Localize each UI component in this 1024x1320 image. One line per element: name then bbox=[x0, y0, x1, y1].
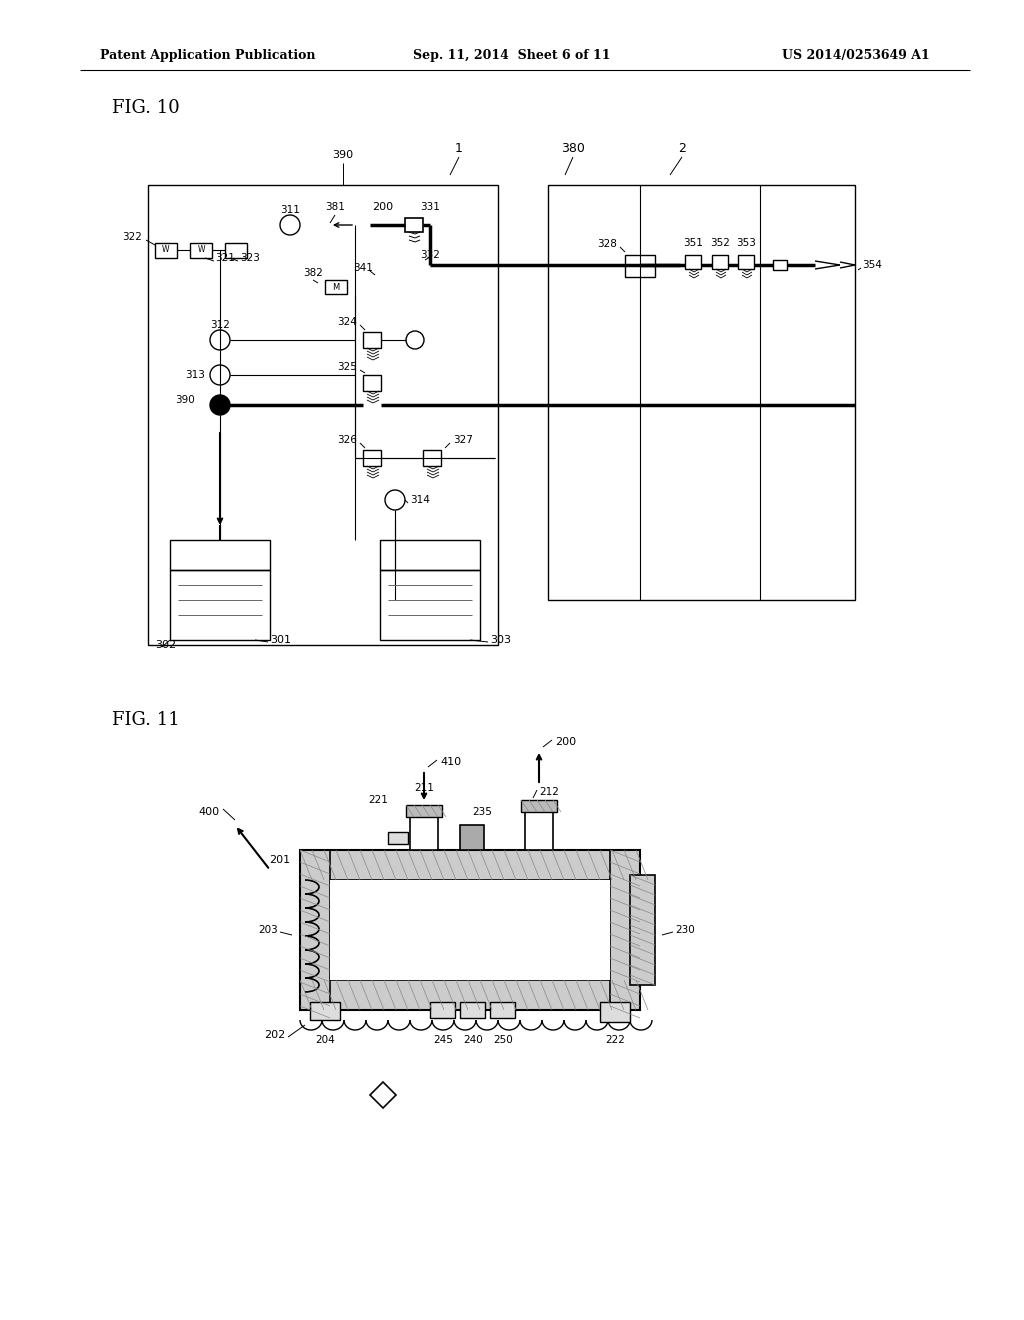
Bar bbox=[362, 375, 381, 391]
Bar bbox=[423, 450, 441, 466]
Bar bbox=[460, 1002, 485, 1018]
Text: 212: 212 bbox=[539, 787, 559, 797]
Polygon shape bbox=[370, 1082, 396, 1107]
Bar bbox=[300, 850, 640, 880]
Text: 382: 382 bbox=[303, 268, 323, 279]
Bar bbox=[380, 570, 480, 640]
Bar bbox=[170, 540, 270, 570]
Text: 201: 201 bbox=[269, 855, 290, 865]
Text: 331: 331 bbox=[420, 202, 440, 213]
Text: 200: 200 bbox=[373, 202, 393, 213]
Text: M: M bbox=[333, 282, 340, 292]
Text: 312: 312 bbox=[210, 319, 230, 330]
Text: 235: 235 bbox=[472, 807, 492, 817]
Text: 321: 321 bbox=[215, 253, 234, 263]
Text: Sep. 11, 2014  Sheet 6 of 11: Sep. 11, 2014 Sheet 6 of 11 bbox=[414, 49, 610, 62]
Bar bbox=[362, 450, 381, 466]
Bar bbox=[155, 243, 177, 257]
Bar bbox=[625, 255, 655, 277]
Text: 380: 380 bbox=[561, 141, 585, 154]
Bar bbox=[300, 850, 640, 1010]
Text: 354: 354 bbox=[862, 260, 882, 271]
Bar bbox=[490, 1002, 515, 1018]
Text: 328: 328 bbox=[597, 239, 617, 249]
Text: 314: 314 bbox=[410, 495, 430, 506]
Text: 2: 2 bbox=[678, 141, 686, 154]
Text: 327: 327 bbox=[453, 436, 473, 445]
Text: 332: 332 bbox=[420, 249, 440, 260]
Bar bbox=[406, 218, 423, 232]
Bar bbox=[610, 850, 640, 1010]
Bar bbox=[148, 185, 498, 645]
Text: 390: 390 bbox=[333, 150, 353, 160]
Text: W: W bbox=[198, 246, 205, 255]
Text: Patent Application Publication: Patent Application Publication bbox=[100, 49, 315, 62]
Text: 221: 221 bbox=[368, 795, 388, 805]
Bar bbox=[600, 1002, 630, 1022]
Text: 202: 202 bbox=[264, 1030, 285, 1040]
Bar bbox=[430, 1002, 455, 1018]
Bar bbox=[738, 255, 754, 269]
Text: 353: 353 bbox=[736, 238, 756, 248]
Text: 245: 245 bbox=[433, 1035, 453, 1045]
Bar bbox=[388, 832, 408, 843]
Bar bbox=[325, 280, 347, 294]
Text: 351: 351 bbox=[683, 238, 702, 248]
Bar bbox=[300, 979, 640, 1010]
Bar bbox=[410, 814, 438, 850]
Text: 222: 222 bbox=[605, 1035, 625, 1045]
Bar bbox=[630, 875, 655, 985]
Text: 324: 324 bbox=[337, 317, 357, 327]
Text: 204: 204 bbox=[315, 1035, 335, 1045]
Text: US 2014/0253649 A1: US 2014/0253649 A1 bbox=[782, 49, 930, 62]
Text: 322: 322 bbox=[122, 232, 142, 242]
Bar bbox=[330, 880, 610, 979]
Text: 200: 200 bbox=[555, 737, 577, 747]
Text: 341: 341 bbox=[353, 263, 373, 273]
Text: 313: 313 bbox=[185, 370, 205, 380]
Bar bbox=[773, 260, 787, 271]
Bar bbox=[362, 333, 381, 348]
Text: 240: 240 bbox=[463, 1035, 483, 1045]
Text: FIG. 10: FIG. 10 bbox=[112, 99, 180, 117]
Bar bbox=[170, 570, 270, 640]
Text: FIG. 11: FIG. 11 bbox=[112, 711, 180, 729]
Text: 410: 410 bbox=[440, 756, 461, 767]
Text: 323: 323 bbox=[240, 253, 260, 263]
Text: 250: 250 bbox=[494, 1035, 513, 1045]
Bar bbox=[685, 255, 701, 269]
Bar bbox=[548, 185, 855, 601]
Text: 400: 400 bbox=[199, 807, 220, 817]
Text: 325: 325 bbox=[337, 362, 357, 372]
Text: 352: 352 bbox=[710, 238, 730, 248]
Text: 326: 326 bbox=[337, 436, 357, 445]
Text: 390: 390 bbox=[175, 395, 195, 405]
Text: 381: 381 bbox=[325, 202, 345, 213]
Bar bbox=[406, 805, 442, 817]
Text: W: W bbox=[162, 246, 170, 255]
Text: 303: 303 bbox=[490, 635, 511, 645]
Bar bbox=[525, 810, 553, 850]
Text: 302: 302 bbox=[155, 640, 176, 649]
Circle shape bbox=[210, 395, 230, 414]
Bar bbox=[460, 825, 484, 850]
Bar bbox=[300, 850, 330, 1010]
Text: 301: 301 bbox=[270, 635, 291, 645]
Text: 230: 230 bbox=[675, 925, 694, 935]
Text: 203: 203 bbox=[258, 925, 278, 935]
Text: 311: 311 bbox=[280, 205, 300, 215]
Bar bbox=[380, 540, 480, 570]
Text: 1: 1 bbox=[455, 141, 463, 154]
Text: 211: 211 bbox=[414, 783, 434, 793]
Bar bbox=[225, 243, 247, 257]
Bar bbox=[712, 255, 728, 269]
Bar bbox=[521, 800, 557, 812]
Bar bbox=[310, 1002, 340, 1020]
Bar bbox=[190, 243, 212, 257]
